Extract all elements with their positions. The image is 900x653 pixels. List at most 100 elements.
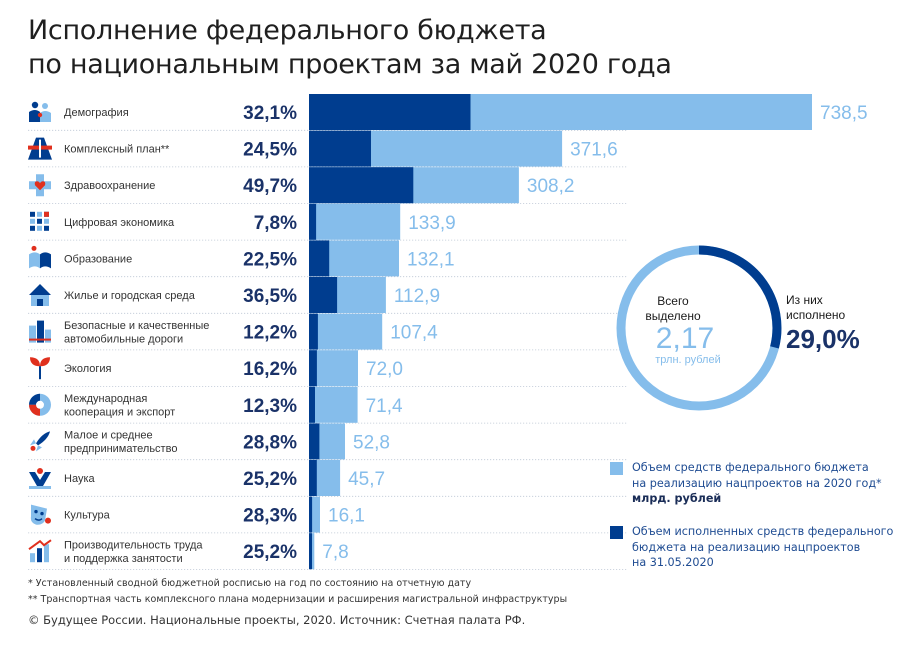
category-label: Международная xyxy=(64,393,147,405)
category-label: Культура xyxy=(64,510,111,522)
medical-cross-icon xyxy=(29,174,51,197)
category-label: автомобильные дороги xyxy=(64,333,183,345)
donut-executed-arc xyxy=(698,245,782,349)
bar-executed xyxy=(309,203,317,240)
book-icon-part xyxy=(40,252,51,269)
value-label: 16,1 xyxy=(328,506,365,527)
book-icon-part xyxy=(31,245,37,251)
bar-executed xyxy=(309,130,371,167)
legend-executed-swatch xyxy=(610,526,623,539)
legend-executed: Объем исполненных средств федерального б… xyxy=(610,524,893,571)
donut-executed-value: 29,0% xyxy=(786,324,860,354)
category-label: Производительность труда xyxy=(64,540,203,552)
legend-allocated-swatch xyxy=(610,462,623,475)
category-label: предпринимательство xyxy=(64,443,177,455)
science-icon xyxy=(29,468,51,489)
theater-icon-part xyxy=(34,517,43,521)
bar-allocated xyxy=(309,496,320,533)
donut-total-value: 2,17 xyxy=(656,322,714,355)
digital-icon-part xyxy=(37,218,42,224)
city-road-icon-part xyxy=(45,329,51,343)
percent-label: 32,1% xyxy=(243,103,297,124)
donut-executed-label: исполнено xyxy=(786,308,846,322)
family-icon-part xyxy=(42,103,48,109)
percent-label: 12,2% xyxy=(243,323,297,344)
title-line-1: Исполнение федерального бюджета xyxy=(28,15,547,46)
donut-total-unit: трлн. рублей xyxy=(655,354,721,366)
donut-executed-label: Из них xyxy=(786,293,823,307)
rocket-icon xyxy=(30,431,50,452)
bar-executed xyxy=(309,240,330,277)
footnote-1: * Установленный сводной бюджетной роспис… xyxy=(28,578,472,589)
city-road-icon xyxy=(29,320,51,343)
bar-allocated xyxy=(309,350,358,387)
theater-icon-part xyxy=(45,517,51,524)
book-icon xyxy=(29,245,51,269)
footnote-2: ** Транспортная часть комплексного плана… xyxy=(28,594,568,605)
growth-icon-part xyxy=(30,553,35,563)
bar-executed xyxy=(309,496,313,533)
value-label: 371,6 xyxy=(570,140,618,161)
value-label: 112,9 xyxy=(394,286,440,307)
city-road-icon-part xyxy=(37,320,44,343)
category-label: Комплексный план** xyxy=(64,144,170,156)
percent-label: 28,3% xyxy=(243,506,297,527)
digital-icon-part xyxy=(30,211,35,217)
science-icon-part xyxy=(37,468,43,474)
legend-executed-line-1: Объем исполненных средств федерального xyxy=(632,525,894,538)
city-road-icon-part xyxy=(29,325,36,343)
leaf-icon xyxy=(30,357,50,380)
bar-executed xyxy=(309,350,317,387)
road-icon-part xyxy=(39,139,41,158)
category-label: Цифровая экономика xyxy=(64,217,175,229)
bar-executed xyxy=(309,423,320,460)
value-label: 308,2 xyxy=(527,176,575,197)
leaf-icon-part xyxy=(30,357,50,380)
bar-allocated xyxy=(309,386,358,423)
legend-allocated: Объем средств федерального бюджета на ре… xyxy=(610,460,882,507)
legend-allocated-line-2: на реализацию нацпроектов на 2020 год* xyxy=(632,476,882,490)
percent-label: 16,2% xyxy=(243,359,297,380)
family-icon-part xyxy=(29,110,40,122)
growth-icon-part xyxy=(37,548,42,563)
rocket-icon-part xyxy=(30,445,36,451)
percent-label: 24,5% xyxy=(243,140,297,161)
digital-icon-part xyxy=(44,218,49,224)
value-label: 52,8 xyxy=(353,432,390,453)
percent-label: 25,2% xyxy=(243,542,297,563)
value-label: 71,4 xyxy=(366,396,403,417)
rocket-icon-part xyxy=(30,439,36,446)
family-icon-part xyxy=(31,101,39,109)
city-road-icon-part xyxy=(29,338,51,341)
digital-icon-part xyxy=(37,225,42,231)
digital-icon-part xyxy=(37,211,42,217)
percent-label: 25,2% xyxy=(243,469,297,490)
family-icon-part xyxy=(37,112,43,118)
bar-executed xyxy=(309,313,318,350)
percent-label: 22,5% xyxy=(243,249,297,270)
percent-label: 28,8% xyxy=(243,432,297,453)
legend-allocated-unit: млрд. рублей xyxy=(632,492,722,505)
percent-label: 36,5% xyxy=(243,286,297,307)
house-icon xyxy=(29,284,51,306)
bar-allocated xyxy=(309,203,401,240)
category-label: Экология xyxy=(64,363,112,375)
theater-icon xyxy=(30,504,51,525)
value-label: 7,8 xyxy=(322,542,348,563)
leaf-icon-part xyxy=(39,366,41,380)
house-icon-part xyxy=(37,299,43,306)
theater-icon-part xyxy=(40,511,44,516)
legend-allocated-line-1: Объем средств федерального бюджета xyxy=(632,461,869,474)
legend-executed-line-2: бюджета на реализацию нацпроектов xyxy=(632,540,861,554)
bar-executed xyxy=(309,386,315,423)
legend-executed-line-3: на 31.05.2020 xyxy=(632,556,714,569)
bar-executed xyxy=(309,460,317,496)
bar-executed xyxy=(309,277,338,313)
category-label: кооперация и экспорт xyxy=(64,407,175,419)
globe-icon xyxy=(29,393,51,416)
family-icon xyxy=(29,101,51,122)
family-icon-part xyxy=(40,111,51,122)
house-icon-part xyxy=(29,284,51,295)
percent-label: 49,7% xyxy=(243,176,297,197)
value-label: 133,9 xyxy=(408,213,456,234)
